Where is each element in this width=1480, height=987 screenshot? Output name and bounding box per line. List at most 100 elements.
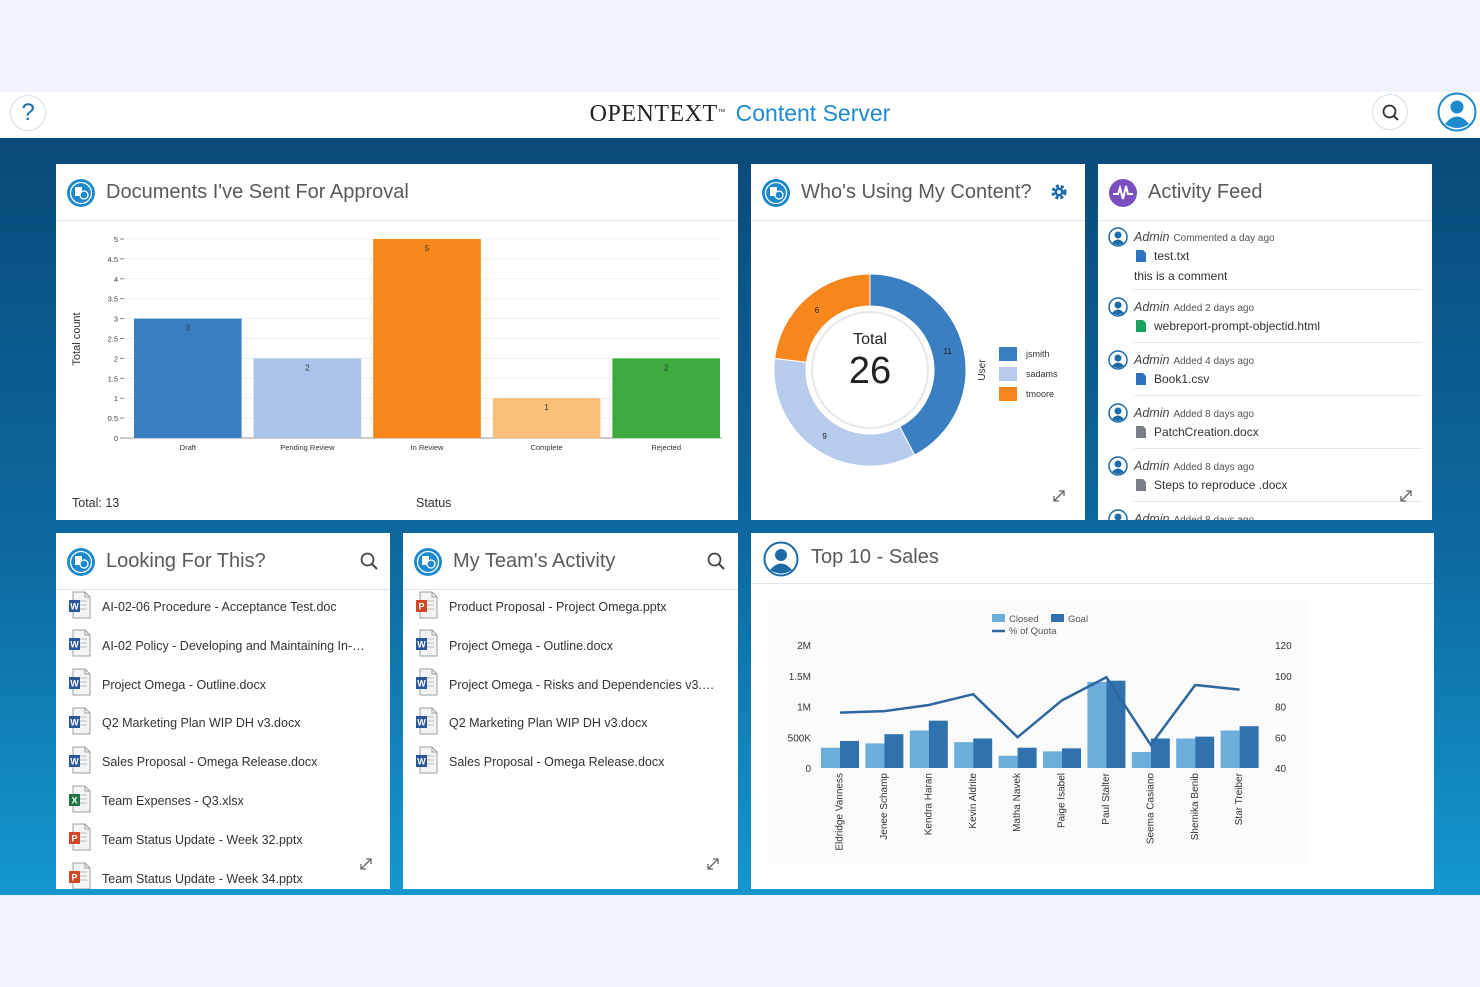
feed-user[interactable]: Admin <box>1134 406 1170 420</box>
y-left-tick-label: 1M <box>797 703 811 714</box>
svg-text:P: P <box>71 834 77 844</box>
quota-line[interactable] <box>839 675 1240 748</box>
list-item[interactable]: W Q2 Marketing Plan WIP DH v3.docx <box>415 707 715 737</box>
y-right-tick-label: 120 <box>1275 641 1292 652</box>
donut-slice-sadams[interactable] <box>773 357 916 467</box>
bar-rejected[interactable] <box>612 358 720 438</box>
gear-icon[interactable] <box>1048 181 1070 203</box>
bar-closed[interactable] <box>909 730 929 768</box>
feed-action: Added 2 days ago <box>1173 303 1255 314</box>
bar-goal[interactable] <box>840 740 859 768</box>
legend-label-goal: Goal <box>1068 614 1088 625</box>
feed-user[interactable]: Admin <box>1134 300 1170 314</box>
feed-action: Added 4 days ago <box>1173 356 1255 367</box>
bar-goal[interactable] <box>1062 748 1081 768</box>
list-item[interactable]: W Project Omega - Risks and Dependencies … <box>415 668 715 699</box>
feed-file-name[interactable]: Steps to reproduce .docx <box>1154 478 1288 492</box>
list-item[interactable]: P Team Status Update - Week 34.pptx <box>68 862 368 889</box>
help-button[interactable]: ? <box>10 95 46 131</box>
y-right-tick-label: 40 <box>1275 764 1287 775</box>
powerpoint-file-icon: P <box>415 591 439 624</box>
feed-file-name[interactable]: PatchCreation.docx <box>1154 425 1259 439</box>
expand-icon[interactable] <box>358 856 374 872</box>
bar-goal[interactable] <box>1017 747 1037 768</box>
approval-total: Total: 13 <box>72 496 120 510</box>
workflow-icon <box>67 548 95 576</box>
user-avatar-button[interactable] <box>1437 92 1477 132</box>
list-item[interactable]: W Project Omega - Outline.docx <box>415 629 715 660</box>
list-item[interactable]: P Product Proposal - Project Omega.pptx <box>415 591 715 624</box>
bar-goal[interactable] <box>973 738 993 768</box>
bar-closed[interactable] <box>1176 738 1196 768</box>
bar-closed[interactable] <box>1131 752 1151 768</box>
y-tick-label: 3.5 <box>108 295 118 304</box>
y-left-tick-label: 2M <box>797 641 811 652</box>
expand-icon[interactable] <box>705 856 721 872</box>
list-item[interactable]: W AI-02 Policy - Developing and Maintaini… <box>68 629 368 660</box>
bar-goal[interactable] <box>928 720 948 768</box>
list-item[interactable]: W Sales Proposal - Omega Release.docx <box>68 746 368 776</box>
list-item[interactable]: P Team Status Update - Week 32.pptx <box>68 823 368 854</box>
tile-title: Activity Feed <box>1148 181 1263 203</box>
file-gray-icon <box>1136 479 1146 491</box>
bar-closed[interactable] <box>865 743 885 768</box>
file-blue-icon <box>1136 373 1146 385</box>
bar-closed[interactable] <box>1043 751 1062 768</box>
y-tick-label: 2 <box>114 354 118 363</box>
legend-label: tmoore <box>1026 389 1054 399</box>
search-icon <box>1382 104 1399 121</box>
legend-swatch-goal <box>1051 614 1064 622</box>
bar-goal[interactable] <box>1195 736 1215 768</box>
bar-goal[interactable] <box>1150 738 1170 768</box>
tile-header: Activity Feed <box>1098 164 1432 221</box>
expand-icon[interactable] <box>1051 488 1067 504</box>
list-item[interactable]: W Project Omega - Outline.docx <box>68 668 368 701</box>
bar-goal[interactable] <box>1106 680 1126 768</box>
feed-user[interactable]: Admin <box>1134 459 1170 473</box>
list-item[interactable]: W Q2 Marketing Plan WIP DH v3.docx <box>68 707 368 737</box>
bar-closed[interactable] <box>821 747 840 768</box>
bar-goal[interactable] <box>884 734 904 768</box>
global-search-button[interactable] <box>1372 94 1408 130</box>
feed-file-name[interactable]: webreport-prompt-objectid.html <box>1154 319 1321 333</box>
feed-file-name[interactable]: test.txt <box>1154 249 1190 263</box>
bar-closed[interactable] <box>1220 730 1240 768</box>
file-gray-icon <box>1136 426 1146 438</box>
bar-closed[interactable] <box>998 755 1018 768</box>
word-file-icon: W <box>68 668 92 701</box>
list-item[interactable]: X Team Expenses - Q3.xlsx <box>68 785 368 815</box>
expand-icon[interactable] <box>1398 488 1414 504</box>
feed-user[interactable]: Admin <box>1134 353 1170 367</box>
svg-text:W: W <box>417 640 426 650</box>
svg-text:W: W <box>70 679 79 689</box>
tile-title: My Team's Activity <box>453 550 616 572</box>
feed-user[interactable]: Admin <box>1134 512 1170 520</box>
approval-bar-chart: 0 0.5 1 1.5 2 2.5 3 3.5 4 4.5 5 3 Draft 2 Pending Revi… <box>71 235 722 452</box>
list-item[interactable]: W AI-02-06 Procedure - Acceptance Test.do… <box>68 591 368 621</box>
bar-complete[interactable] <box>492 398 601 438</box>
x-tick-label: Shemika Benib <box>1190 773 1201 841</box>
feed-file-name[interactable]: Book1.csv <box>1154 372 1210 386</box>
donut-slice-jsmith[interactable] <box>869 273 967 456</box>
slice-value-label: 9 <box>822 432 827 441</box>
donut-slice-tmoore[interactable] <box>774 273 871 363</box>
svg-text:W: W <box>417 717 426 727</box>
document-name: Team Status Update - Week 34.pptx <box>102 871 303 886</box>
search-icon[interactable] <box>705 550 727 572</box>
tile-header: Looking For This? <box>56 533 390 590</box>
bar-pending-review[interactable] <box>253 358 362 438</box>
bar-in-review[interactable] <box>373 239 481 438</box>
bar-draft[interactable] <box>134 318 242 438</box>
y-tick-label: 1.5 <box>108 374 118 383</box>
search-icon[interactable] <box>358 550 380 572</box>
bar-closed[interactable] <box>1087 681 1107 768</box>
bar-goal[interactable] <box>1239 726 1259 768</box>
x-tick-label: Star Treiber <box>1234 772 1245 825</box>
feed-user[interactable]: Admin <box>1134 230 1170 244</box>
y-tick-label: 0.5 <box>108 414 118 423</box>
feed-divider <box>1134 395 1422 396</box>
svg-text:X: X <box>71 795 77 805</box>
list-item[interactable]: W Sales Proposal - Omega Release.docx <box>415 746 715 776</box>
bar-closed[interactable] <box>954 742 974 768</box>
sales-chart-panel: Closed Goal % of Quota 0 500K 1M 1.5M 2M 40 60 80 1… <box>769 599 1307 865</box>
